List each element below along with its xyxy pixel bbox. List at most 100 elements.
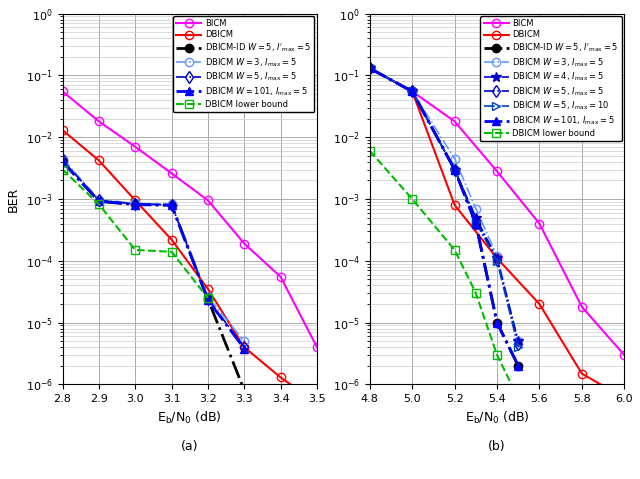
DBICM $W = 4$, $I_{\mathrm{max}} = 5$ [493,255,501,261]
DBICM $W = 3$, $I_{\mathrm{max}} = 5$ [131,201,139,206]
DBICM $W = 3$, $I_{\mathrm{max}} = 5$ [59,156,67,161]
DBICM $W = 3$, $I_{\mathrm{max}} = 5$ [515,338,522,344]
BICM [131,144,139,149]
DBICM $W = 5$, $I_{\mathrm{max}} = 5$ [472,217,479,223]
DBICM lower bound [366,148,374,154]
Line: DBICM: DBICM [58,126,321,407]
DBICM lower bound [95,202,103,207]
BICM [493,169,501,174]
DBICM $W = 5$, $I_{\mathrm{max}} = 5$ [366,66,374,71]
DBICM-ID $W = 5$, $I'_{\mathrm{max}} = 5$ [95,198,103,204]
DBICM $W = 5$, $I_{\mathrm{max}} = 5$ [241,344,248,350]
DBICM $W = 5$, $I_{\mathrm{max}} = 10$ [515,344,522,350]
DBICM [59,127,67,133]
DBICM $W = 101$, $I_{\mathrm{max}} = 5$ [472,221,479,227]
Legend: BICM, DBICM, DBICM-ID $W = 5$, $I'_{\mathrm{max}} = 5$, DBICM $W = 3$, $I_{\math: BICM, DBICM, DBICM-ID $W = 5$, $I'_{\mat… [173,16,314,112]
Y-axis label: BER: BER [7,186,20,212]
DBICM $W = 4$, $I_{\mathrm{max}} = 5$ [472,215,479,220]
DBICM-ID $W = 5$, $I'_{\mathrm{max}} = 5$ [241,388,248,393]
DBICM-ID $W = 5$, $I'_{\mathrm{max}} = 5$ [515,363,522,369]
Line: DBICM-ID $W = 5$, $I'_{\mathrm{max}} = 5$: DBICM-ID $W = 5$, $I'_{\mathrm{max}} = 5… [365,64,522,370]
DBICM $W = 3$, $I_{\mathrm{max}} = 5$ [366,66,374,71]
DBICM $W = 101$, $I_{\mathrm{max}} = 5$ [168,203,175,208]
DBICM $W = 4$, $I_{\mathrm{max}} = 5$ [451,167,458,172]
DBICM $W = 101$, $I_{\mathrm{max}} = 5$ [515,363,522,369]
DBICM-ID $W = 5$, $I'_{\mathrm{max}} = 5$ [451,167,458,172]
Line: DBICM $W = 3$, $I_{\mathrm{max}} = 5$: DBICM $W = 3$, $I_{\mathrm{max}} = 5$ [365,64,522,345]
DBICM $W = 101$, $I_{\mathrm{max}} = 5$ [204,297,212,303]
DBICM $W = 3$, $I_{\mathrm{max}} = 5$ [204,294,212,300]
DBICM-ID $W = 5$, $I'_{\mathrm{max}} = 5$ [472,221,479,227]
DBICM $W = 3$, $I_{\mathrm{max}} = 5$ [493,253,501,259]
DBICM $W = 5$, $I_{\mathrm{max}} = 5$ [515,341,522,347]
DBICM lower bound [131,247,139,253]
BICM [204,197,212,203]
DBICM $W = 5$, $I_{\mathrm{max}} = 5$ [493,257,501,262]
DBICM lower bound [204,295,212,301]
BICM [95,118,103,124]
DBICM $W = 4$, $I_{\mathrm{max}} = 5$ [366,66,374,71]
DBICM $W = 5$, $I_{\mathrm{max}} = 10$ [366,66,374,71]
DBICM lower bound [408,196,416,202]
BICM [451,118,458,124]
DBICM $W = 5$, $I_{\mathrm{max}} = 5$ [131,201,139,207]
DBICM lower bound [472,290,479,296]
DBICM [95,158,103,163]
DBICM $W = 4$, $I_{\mathrm{max}} = 5$ [515,338,522,344]
BICM [366,66,374,71]
Line: DBICM $W = 101$, $I_{\mathrm{max}} = 5$: DBICM $W = 101$, $I_{\mathrm{max}} = 5$ [365,64,522,370]
DBICM $W = 101$, $I_{\mathrm{max}} = 5$ [493,320,501,326]
DBICM-ID $W = 5$, $I'_{\mathrm{max}} = 5$ [168,202,175,208]
DBICM $W = 5$, $I_{\mathrm{max}} = 5$ [451,167,458,172]
Legend: BICM, DBICM, DBICM-ID $W = 5$, $I'_{\mathrm{max}} = 5$, DBICM $W = 3$, $I_{\math: BICM, DBICM, DBICM-ID $W = 5$, $I'_{\mat… [480,16,621,141]
DBICM [131,197,139,203]
DBICM [536,301,543,307]
BICM [536,221,543,227]
DBICM $W = 101$, $I_{\mathrm{max}} = 5$ [366,66,374,71]
DBICM $W = 5$, $I_{\mathrm{max}} = 10$ [408,89,416,94]
Line: DBICM $W = 101$, $I_{\mathrm{max}} = 5$: DBICM $W = 101$, $I_{\mathrm{max}} = 5$ [58,158,248,353]
DBICM [204,286,212,292]
DBICM $W = 5$, $I_{\mathrm{max}} = 5$ [204,297,212,302]
DBICM-ID $W = 5$, $I'_{\mathrm{max}} = 5$ [59,159,67,165]
DBICM [277,375,285,380]
DBICM lower bound [59,167,67,172]
DBICM $W = 5$, $I_{\mathrm{max}} = 10$ [451,167,458,172]
DBICM $W = 3$, $I_{\mathrm{max}} = 5$ [472,205,479,211]
BICM [277,274,285,280]
DBICM $W = 101$, $I_{\mathrm{max}} = 5$ [241,346,248,352]
X-axis label: $\mathrm{E_b/N_0}$ (dB): $\mathrm{E_b/N_0}$ (dB) [465,410,529,426]
BICM [408,89,416,94]
Line: DBICM-ID $W = 5$, $I'_{\mathrm{max}} = 5$: DBICM-ID $W = 5$, $I'_{\mathrm{max}} = 5… [58,158,248,395]
DBICM $W = 3$, $I_{\mathrm{max}} = 5$ [451,156,458,161]
DBICM [313,400,321,406]
DBICM $W = 5$, $I_{\mathrm{max}} = 10$ [472,219,479,225]
DBICM $W = 101$, $I_{\mathrm{max}} = 5$ [451,167,458,172]
DBICM lower bound [493,352,501,358]
Line: DBICM lower bound: DBICM lower bound [58,165,212,302]
Line: DBICM $W = 4$, $I_{\mathrm{max}} = 5$: DBICM $W = 4$, $I_{\mathrm{max}} = 5$ [365,63,523,346]
DBICM [241,344,248,350]
BICM [578,304,586,310]
DBICM [620,395,628,401]
DBICM $W = 3$, $I_{\mathrm{max}} = 5$ [95,197,103,203]
DBICM $W = 5$, $I_{\mathrm{max}} = 5$ [95,197,103,203]
DBICM-ID $W = 5$, $I'_{\mathrm{max}} = 5$ [131,202,139,207]
DBICM lower bound [515,395,522,401]
DBICM $W = 5$, $I_{\mathrm{max}} = 5$ [59,158,67,163]
Line: DBICM $W = 5$, $I_{\mathrm{max}} = 10$: DBICM $W = 5$, $I_{\mathrm{max}} = 10$ [365,64,522,352]
DBICM [451,202,458,208]
DBICM $W = 4$, $I_{\mathrm{max}} = 5$ [408,89,416,94]
DBICM $W = 101$, $I_{\mathrm{max}} = 5$ [95,198,103,204]
BICM [620,352,628,358]
DBICM-ID $W = 5$, $I'_{\mathrm{max}} = 5$ [204,297,212,302]
DBICM $W = 101$, $I_{\mathrm{max}} = 5$ [131,202,139,207]
DBICM $W = 101$, $I_{\mathrm{max}} = 5$ [59,159,67,165]
Line: DBICM: DBICM [365,64,628,402]
Line: BICM: BICM [365,64,628,359]
Line: DBICM lower bound: DBICM lower bound [365,147,522,402]
DBICM-ID $W = 5$, $I'_{\mathrm{max}} = 5$ [493,320,501,326]
DBICM [408,89,416,94]
DBICM $W = 101$, $I_{\mathrm{max}} = 5$ [408,89,416,94]
Line: BICM: BICM [58,87,321,352]
